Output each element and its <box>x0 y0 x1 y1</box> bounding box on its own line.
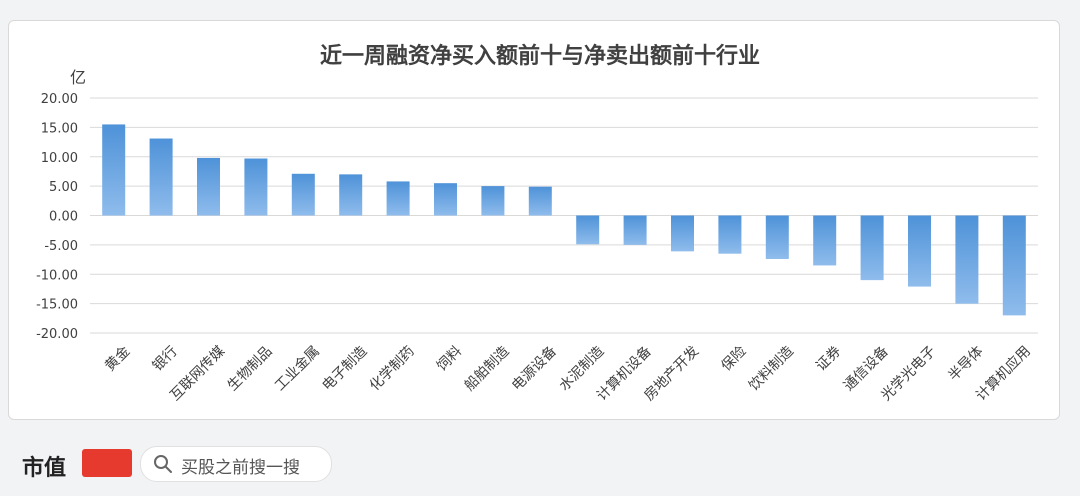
category-label: 电子制造 <box>319 343 370 394</box>
search-icon <box>154 455 172 473</box>
chart-title: 近一周融资净买入额前十与净卖出额前十行业 <box>319 44 760 69</box>
bar <box>386 181 410 216</box>
brand-seal-logo <box>82 449 132 477</box>
bar <box>623 215 647 245</box>
category-label: 电源设备 <box>508 343 560 395</box>
bar <box>291 173 315 216</box>
y-tick-label: 10.00 <box>41 151 78 166</box>
category-label: 工业金属 <box>272 343 323 394</box>
category-label: 证券 <box>813 343 844 374</box>
bar <box>481 186 505 216</box>
bar <box>671 215 694 252</box>
search-box[interactable]: 买股之前搜一搜 <box>140 446 332 482</box>
bar <box>149 138 173 216</box>
chart-card <box>8 20 1060 420</box>
bar <box>102 124 126 216</box>
y-tick-label: -5.00 <box>44 239 78 254</box>
bar <box>860 215 884 281</box>
bar <box>339 174 363 216</box>
footer-bar: 市值 买股之前搜一搜 <box>0 430 1080 496</box>
bar <box>955 215 979 304</box>
y-tick-label: 15.00 <box>41 121 78 136</box>
bar <box>718 215 742 254</box>
y-axis-unit: 亿 <box>70 68 87 87</box>
bar <box>528 186 552 216</box>
bar <box>1002 215 1026 316</box>
category-label: 生物制品 <box>225 343 276 394</box>
category-label: 银行 <box>150 343 181 374</box>
y-axis-ticks: 20.00 15.00 10.00 5.00 0.00 -5.00 -10.00 -15.00… <box>36 92 78 342</box>
bar <box>434 183 457 216</box>
category-label: 半导体 <box>946 343 987 384</box>
y-tick-label: 20.00 <box>41 92 78 107</box>
brand-name: 市值 <box>22 456 67 481</box>
search-placeholder: 买股之前搜一搜 <box>181 458 300 478</box>
bar <box>765 215 789 259</box>
category-label: 化学制药 <box>367 343 418 394</box>
y-tick-label: -20.00 <box>36 327 78 342</box>
bar <box>813 215 837 266</box>
grid-lines <box>90 97 1038 334</box>
bar <box>576 215 600 245</box>
y-tick-label: 0.00 <box>49 210 78 225</box>
category-label: 船舶制造 <box>462 343 513 394</box>
y-tick-label: -10.00 <box>36 268 78 283</box>
y-tick-label: -15.00 <box>36 298 78 313</box>
category-label: 黄金 <box>101 343 133 375</box>
bar-chart: 20.00 15.00 10.00 5.00 0.00 -5.00 -10.00 -15.00… <box>36 92 1038 405</box>
category-label: 饮料制造 <box>746 343 797 394</box>
y-tick-label: 5.00 <box>49 180 78 195</box>
bar <box>244 158 268 216</box>
bar <box>908 215 931 287</box>
category-label: 饲料 <box>434 343 465 374</box>
bars <box>102 124 1026 316</box>
bar <box>197 157 220 216</box>
category-label: 保险 <box>718 343 749 374</box>
